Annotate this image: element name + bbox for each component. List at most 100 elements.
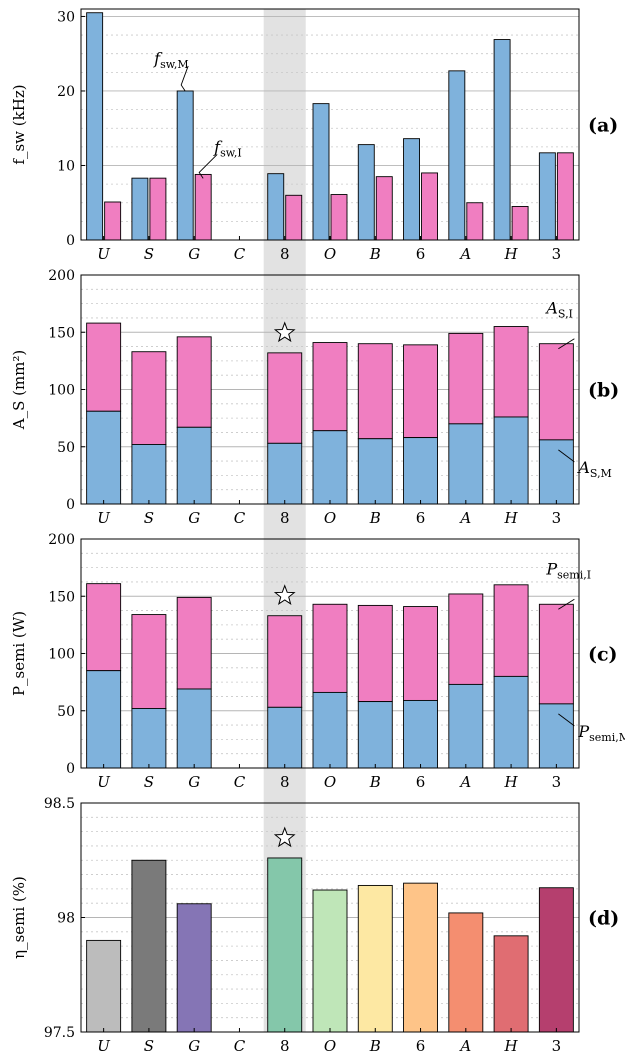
bar-M-6: [403, 138, 420, 241]
bar-I-B: [357, 343, 393, 440]
x-tick-label: O: [324, 773, 336, 791]
bar-M-8: [267, 442, 303, 505]
bar-I-O: [312, 342, 348, 432]
x-tick-label: 3: [552, 509, 562, 527]
x-tick-label: 6: [416, 245, 426, 263]
annotation-leader: [180, 65, 189, 92]
series-annotation: fsw,I: [213, 137, 242, 159]
x-tick-label: A: [458, 1037, 471, 1055]
annotation-subscript: semi,M: [589, 731, 625, 744]
bar-I-3: [538, 603, 574, 705]
bar-8: [267, 857, 303, 1033]
x-tick-label: S: [144, 773, 154, 791]
y-axis-label: A_S (mm²): [10, 350, 28, 431]
annotation-base: A: [544, 299, 558, 318]
panel-label: (a): [588, 115, 618, 137]
bar-M-O: [312, 430, 348, 505]
x-tick-label: H: [504, 245, 519, 263]
bar-I-H: [511, 206, 529, 241]
bar-S: [131, 859, 167, 1033]
bar-M-G: [176, 426, 212, 505]
y-tick-label: 100: [48, 647, 75, 663]
series-annotation: AS,M: [576, 458, 611, 480]
y-tick-label: 0: [66, 233, 75, 249]
y-tick-label: 10: [57, 158, 75, 174]
x-tick-label: 8: [280, 509, 290, 527]
y-tick-label: 150: [48, 589, 75, 605]
series-annotation: Psemi,I: [545, 559, 591, 581]
x-tick-label: B: [369, 245, 381, 263]
annotation-subscript: sw,M: [160, 58, 189, 71]
x-tick-label: 8: [280, 1037, 290, 1055]
bar-M-S: [131, 177, 149, 241]
bar-M-S: [131, 444, 167, 505]
x-tick-label: G: [188, 245, 200, 263]
bar-I-U: [86, 583, 122, 672]
bar-I-S: [131, 614, 167, 709]
bar-I-U: [86, 322, 122, 412]
y-tick-label: 98.5: [44, 796, 75, 812]
x-tick-label: B: [369, 773, 381, 791]
annotation-subscript: S,I: [558, 308, 573, 321]
bar-H: [493, 935, 529, 1033]
y-tick-label: 20: [57, 84, 75, 100]
x-tick-label: G: [188, 509, 200, 527]
bar-M-3: [538, 439, 574, 505]
x-tick-label: C: [234, 245, 246, 263]
bar-M-U: [86, 670, 122, 769]
panel-label: (c): [588, 644, 618, 666]
x-tick-label: S: [144, 509, 154, 527]
bar-I-O: [312, 603, 348, 693]
y-tick-label: 200: [48, 532, 75, 548]
x-tick-label: U: [97, 509, 111, 527]
bar-M-B: [357, 701, 393, 769]
bar-I-A: [448, 593, 484, 685]
bar-I-6: [421, 172, 438, 241]
y-axis-label: η_semi (%): [10, 876, 28, 959]
x-tick-label: O: [324, 509, 336, 527]
bar-I-8: [267, 352, 303, 444]
bar-I-3: [538, 343, 574, 441]
x-tick-label: 6: [416, 773, 426, 791]
bar-M-H: [493, 416, 529, 505]
bar-M-8: [267, 706, 303, 769]
series-annotation: AS,I: [544, 299, 573, 321]
bar-I-H: [493, 584, 529, 677]
bar-O: [312, 889, 348, 1033]
x-tick-label: G: [188, 1037, 200, 1055]
bar-M-S: [131, 708, 167, 769]
bar-I-H: [493, 326, 529, 418]
panel-label: (d): [588, 908, 619, 930]
x-tick-label: B: [369, 1037, 381, 1055]
y-tick-label: 98: [57, 911, 75, 927]
x-tick-label: H: [504, 1037, 519, 1055]
bar-M-B: [357, 438, 393, 505]
annotation-base: f: [153, 49, 163, 68]
annotation-base: A: [576, 458, 590, 477]
bar-M-3: [538, 703, 574, 769]
annotation-leader: [558, 598, 575, 610]
y-axis-label: P_semi (W): [10, 611, 28, 696]
bar-M-8: [267, 173, 285, 241]
x-tick-label: C: [234, 773, 246, 791]
bar-I-6: [403, 606, 438, 701]
x-tick-label: U: [97, 245, 111, 263]
x-tick-label: U: [97, 773, 111, 791]
bar-M-G: [176, 688, 212, 769]
y-tick-label: 0: [66, 497, 75, 513]
bar-I-G: [194, 173, 212, 241]
x-tick-label: H: [504, 773, 519, 791]
x-tick-label: O: [324, 1037, 336, 1055]
y-tick-label: 100: [48, 383, 75, 399]
bar-M-3: [538, 152, 556, 241]
star-marker-icon: [273, 584, 296, 605]
bar-I-8: [267, 615, 303, 708]
bar-M-O: [312, 103, 330, 241]
bar-M-6: [403, 437, 438, 505]
annotation-leader: [558, 713, 575, 727]
panel-label: (b): [588, 380, 619, 402]
series-annotation: Psemi,M: [577, 722, 625, 744]
y-axis-label: f_sw (kHz): [10, 84, 28, 164]
